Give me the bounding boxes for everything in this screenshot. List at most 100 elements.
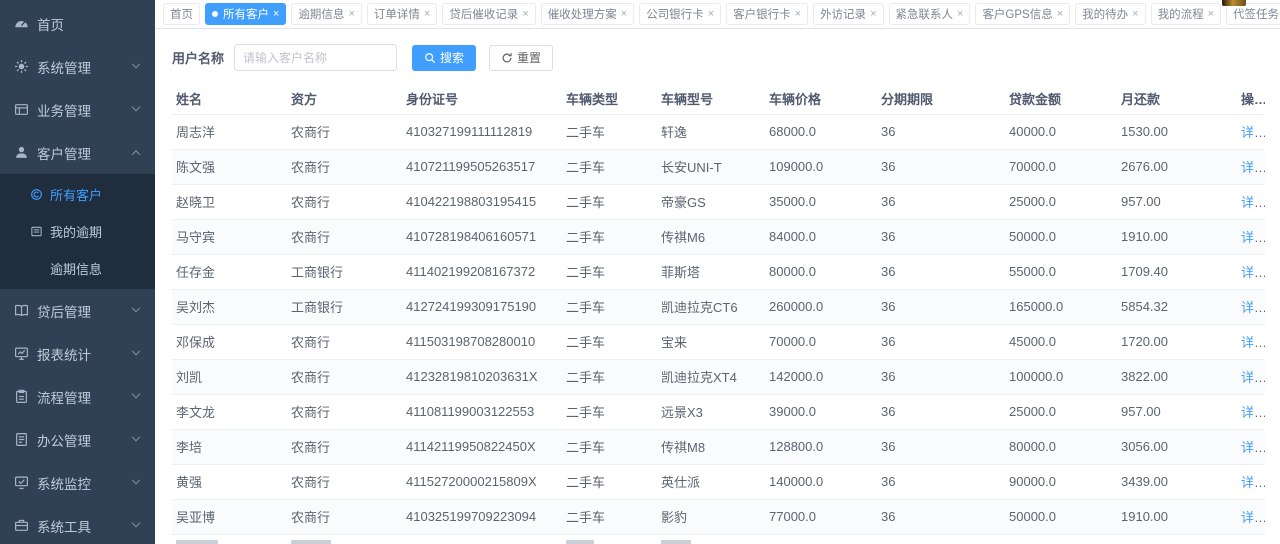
- table-row-partial: [172, 534, 1265, 544]
- tab-11[interactable]: 我的待办 ×: [1075, 3, 1146, 25]
- chevron-down-icon: [131, 59, 141, 68]
- cell-funder: 农商行: [287, 429, 402, 465]
- sidebar-item-5[interactable]: 报表统计: [0, 332, 155, 375]
- chevron-down-icon: [131, 303, 141, 312]
- close-icon[interactable]: ×: [423, 7, 431, 20]
- search-button[interactable]: 搜索: [412, 44, 477, 71]
- detail-link[interactable]: 详情: [1241, 195, 1265, 210]
- sidebar-item-7[interactable]: 办公管理: [0, 418, 155, 461]
- cell-term: 36: [877, 429, 1005, 465]
- detail-link[interactable]: 详情: [1241, 300, 1265, 315]
- cell-vehicle-price: 77000.0: [765, 499, 877, 535]
- close-icon[interactable]: ×: [794, 7, 802, 20]
- detail-link[interactable]: 详情: [1241, 230, 1265, 245]
- close-icon[interactable]: ×: [1207, 7, 1215, 20]
- cell-loan-amount: 55000.0: [1005, 254, 1117, 290]
- search-button-label: 搜索: [440, 51, 465, 65]
- cell-name: 吴刘杰: [172, 289, 287, 325]
- close-icon[interactable]: ×: [1132, 7, 1139, 20]
- tab-3[interactable]: 订单详情 ×: [366, 3, 438, 25]
- tab-5[interactable]: 催收处理方案 ×: [540, 3, 635, 25]
- cell-term: 36: [877, 464, 1005, 500]
- sidebar-item-6[interactable]: 流程管理: [0, 375, 155, 418]
- chevron-down-icon: [131, 389, 141, 398]
- cell-id-number: 410327199111112819: [402, 114, 562, 150]
- close-icon[interactable]: ×: [1056, 7, 1064, 20]
- cell-vehicle-price: 80000.0: [765, 254, 877, 290]
- tab-9[interactable]: 紧急联系人 ×: [888, 3, 971, 25]
- sidebar-item-0[interactable]: 首页: [0, 2, 155, 45]
- sidebar-subitem-2[interactable]: 逾期信息: [0, 250, 155, 287]
- tab-0[interactable]: 首页: [163, 3, 200, 25]
- close-icon[interactable]: ×: [957, 7, 964, 20]
- sidebar-item-1[interactable]: 系统管理: [0, 45, 155, 88]
- cell-partial: [402, 534, 562, 544]
- cell-funder: 农商行: [287, 114, 402, 150]
- detail-link[interactable]: 详情: [1241, 405, 1265, 420]
- cell-funder: 农商行: [287, 359, 402, 395]
- cell-funder: 农商行: [287, 324, 402, 360]
- cell-name: 刘凯: [172, 359, 287, 395]
- chevron-down-icon: [131, 432, 141, 441]
- tab-1[interactable]: 所有客户 ×: [205, 3, 287, 25]
- cell-funder: 工商银行: [287, 289, 402, 325]
- tab-12[interactable]: 我的流程 ×: [1150, 3, 1222, 25]
- cell-vehicle-price: 84000.0: [765, 219, 877, 255]
- cell-loan-amount: 50000.0: [1005, 499, 1117, 535]
- close-icon[interactable]: ×: [348, 7, 355, 20]
- cell-id-number: 412724199309175190: [402, 289, 562, 325]
- cell-funder: 农商行: [287, 499, 402, 535]
- detail-link[interactable]: 详情: [1241, 370, 1265, 385]
- cell-partial: [562, 534, 657, 544]
- sidebar-item-label: 系统监控: [37, 476, 91, 492]
- search-bar: 用户名称 搜索 重置: [155, 29, 1280, 84]
- tab-8[interactable]: 外访记录 ×: [813, 3, 884, 25]
- cell-monthly-payment: 3056.00: [1117, 429, 1237, 465]
- cell-name: 陈文强: [172, 149, 287, 185]
- table-row: 李培 农商行 41142119950822450X 二手车 传祺M8 128800.0 36…: [172, 429, 1265, 465]
- detail-link[interactable]: 详情: [1241, 510, 1265, 525]
- column-header: 身份证号: [402, 84, 562, 115]
- sidebar-item-2[interactable]: 业务管理: [0, 88, 155, 131]
- detail-link[interactable]: 详情: [1241, 265, 1265, 280]
- sidebar-item-9[interactable]: 系统工具: [0, 504, 155, 544]
- sidebar-item-label: 系统工具: [37, 519, 91, 535]
- close-icon[interactable]: ×: [707, 7, 715, 20]
- cell-loan-amount: 70000.0: [1005, 149, 1117, 185]
- tab-4[interactable]: 贷后催收记录 ×: [442, 3, 536, 25]
- cell-vehicle-price: 39000.0: [765, 394, 877, 430]
- detail-link[interactable]: 详情: [1241, 440, 1265, 455]
- cell-actions: 详情: [1237, 429, 1265, 465]
- cell-term: 36: [877, 359, 1005, 395]
- detail-link[interactable]: 详情: [1241, 160, 1265, 175]
- sidebar-item-3[interactable]: 客户管理: [0, 131, 155, 174]
- sidebar-item-label: 办公管理: [37, 433, 91, 449]
- table-row: 周志洋 农商行 410327199111112819 二手车 轩逸 68000.0 36 40…: [172, 114, 1265, 150]
- reset-button[interactable]: 重置: [489, 44, 554, 71]
- tab-6[interactable]: 公司银行卡 ×: [639, 3, 722, 25]
- close-icon[interactable]: ×: [870, 7, 877, 20]
- cell-vehicle-type: 二手车: [562, 149, 657, 185]
- sidebar-item-4[interactable]: 贷后管理: [0, 289, 155, 332]
- column-header: 车辆型号: [657, 84, 765, 115]
- tab-7[interactable]: 客户银行卡 ×: [726, 3, 809, 25]
- cell-vehicle-model: 凯迪拉克CT6: [657, 289, 765, 325]
- customer-name-input[interactable]: [234, 44, 398, 71]
- tab-10[interactable]: 客户GPS信息 ×: [975, 3, 1071, 25]
- sidebar-subitem-1[interactable]: 我的逾期: [0, 213, 155, 250]
- sidebar-item-label: 贷后管理: [37, 304, 91, 320]
- tab-2[interactable]: 逾期信息 ×: [291, 3, 362, 25]
- cell-actions: 详情: [1237, 114, 1265, 150]
- detail-link[interactable]: 详情: [1241, 125, 1265, 140]
- cell-id-number: 410422198803195415: [402, 184, 562, 220]
- sidebar-item-8[interactable]: 系统监控: [0, 461, 155, 504]
- cell-funder: 农商行: [287, 149, 402, 185]
- tab-13[interactable]: 代签任务×: [1226, 3, 1280, 25]
- detail-link[interactable]: 详情: [1241, 335, 1265, 350]
- close-icon[interactable]: ×: [620, 7, 628, 20]
- close-icon[interactable]: ×: [522, 7, 529, 20]
- sidebar-subitem-0[interactable]: 所有客户: [0, 176, 155, 213]
- cell-loan-amount: 165000.0: [1005, 289, 1117, 325]
- close-icon[interactable]: ×: [273, 7, 280, 20]
- detail-link[interactable]: 详情: [1241, 475, 1265, 490]
